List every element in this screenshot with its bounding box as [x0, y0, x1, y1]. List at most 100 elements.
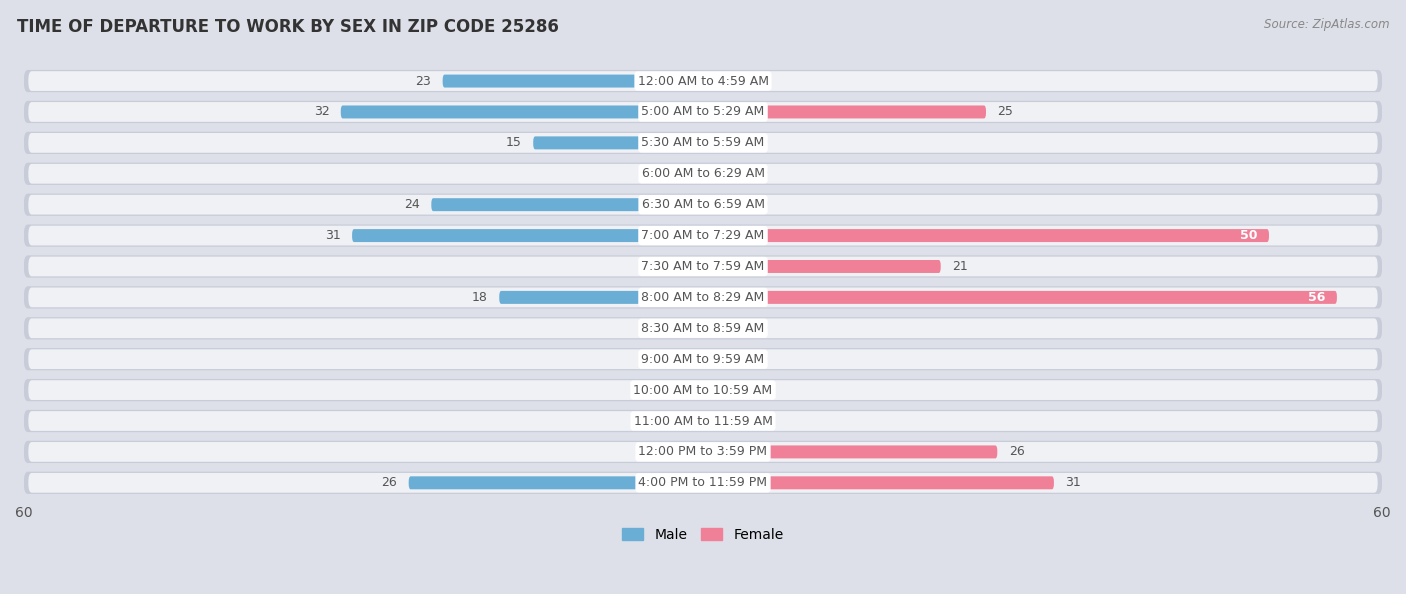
Text: 11:00 AM to 11:59 AM: 11:00 AM to 11:59 AM: [634, 415, 772, 428]
Text: 18: 18: [472, 291, 488, 304]
Text: 0: 0: [638, 168, 647, 180]
FancyBboxPatch shape: [352, 229, 703, 242]
FancyBboxPatch shape: [28, 71, 1378, 91]
FancyBboxPatch shape: [24, 379, 1382, 401]
Text: 0: 0: [759, 384, 768, 397]
Text: 25: 25: [997, 106, 1014, 118]
FancyBboxPatch shape: [703, 106, 986, 118]
FancyBboxPatch shape: [24, 194, 1382, 216]
Text: 6:30 AM to 6:59 AM: 6:30 AM to 6:59 AM: [641, 198, 765, 211]
FancyBboxPatch shape: [28, 195, 1378, 214]
Text: 4:00 PM to 11:59 PM: 4:00 PM to 11:59 PM: [638, 476, 768, 489]
FancyBboxPatch shape: [658, 353, 703, 366]
FancyBboxPatch shape: [24, 286, 1382, 308]
Text: 0: 0: [759, 353, 768, 366]
Text: 0: 0: [638, 384, 647, 397]
FancyBboxPatch shape: [432, 198, 703, 211]
FancyBboxPatch shape: [28, 380, 1378, 400]
Text: 7:30 AM to 7:59 AM: 7:30 AM to 7:59 AM: [641, 260, 765, 273]
FancyBboxPatch shape: [703, 198, 748, 211]
FancyBboxPatch shape: [658, 384, 703, 397]
FancyBboxPatch shape: [703, 291, 1337, 304]
Text: 31: 31: [325, 229, 340, 242]
FancyBboxPatch shape: [24, 163, 1382, 185]
FancyBboxPatch shape: [658, 260, 703, 273]
Text: Source: ZipAtlas.com: Source: ZipAtlas.com: [1264, 18, 1389, 31]
FancyBboxPatch shape: [340, 106, 703, 118]
FancyBboxPatch shape: [443, 75, 703, 87]
Text: 50: 50: [1240, 229, 1258, 242]
FancyBboxPatch shape: [28, 133, 1378, 153]
FancyBboxPatch shape: [703, 75, 748, 87]
Text: 26: 26: [1008, 446, 1025, 459]
FancyBboxPatch shape: [24, 132, 1382, 154]
Text: 10:00 AM to 10:59 AM: 10:00 AM to 10:59 AM: [634, 384, 772, 397]
FancyBboxPatch shape: [658, 322, 703, 335]
FancyBboxPatch shape: [703, 476, 1054, 489]
Text: 23: 23: [416, 75, 432, 87]
Text: 0: 0: [759, 75, 768, 87]
FancyBboxPatch shape: [24, 472, 1382, 494]
FancyBboxPatch shape: [703, 137, 748, 149]
Text: 5:00 AM to 5:29 AM: 5:00 AM to 5:29 AM: [641, 106, 765, 118]
FancyBboxPatch shape: [658, 415, 703, 428]
FancyBboxPatch shape: [24, 70, 1382, 92]
Text: 9:00 AM to 9:59 AM: 9:00 AM to 9:59 AM: [641, 353, 765, 366]
FancyBboxPatch shape: [703, 353, 748, 366]
FancyBboxPatch shape: [658, 446, 703, 459]
FancyBboxPatch shape: [28, 318, 1378, 338]
FancyBboxPatch shape: [24, 255, 1382, 277]
FancyBboxPatch shape: [24, 410, 1382, 432]
Text: 5:30 AM to 5:59 AM: 5:30 AM to 5:59 AM: [641, 137, 765, 149]
FancyBboxPatch shape: [24, 101, 1382, 123]
Text: 8:30 AM to 8:59 AM: 8:30 AM to 8:59 AM: [641, 322, 765, 335]
FancyBboxPatch shape: [24, 317, 1382, 339]
Text: 32: 32: [314, 106, 329, 118]
FancyBboxPatch shape: [28, 411, 1378, 431]
FancyBboxPatch shape: [703, 168, 748, 180]
Text: 0: 0: [638, 353, 647, 366]
Text: 15: 15: [506, 137, 522, 149]
Text: 0: 0: [759, 137, 768, 149]
Text: 0: 0: [638, 446, 647, 459]
FancyBboxPatch shape: [409, 476, 703, 489]
FancyBboxPatch shape: [28, 287, 1378, 307]
Text: 0: 0: [759, 198, 768, 211]
FancyBboxPatch shape: [24, 441, 1382, 463]
Text: 8:00 AM to 8:29 AM: 8:00 AM to 8:29 AM: [641, 291, 765, 304]
Text: 24: 24: [405, 198, 420, 211]
Text: 0: 0: [638, 415, 647, 428]
FancyBboxPatch shape: [28, 257, 1378, 276]
Text: 56: 56: [1308, 291, 1326, 304]
FancyBboxPatch shape: [28, 442, 1378, 462]
FancyBboxPatch shape: [703, 384, 748, 397]
FancyBboxPatch shape: [703, 446, 997, 459]
FancyBboxPatch shape: [28, 473, 1378, 492]
FancyBboxPatch shape: [28, 349, 1378, 369]
FancyBboxPatch shape: [28, 164, 1378, 184]
Text: 26: 26: [381, 476, 398, 489]
Legend: Male, Female: Male, Female: [617, 522, 789, 547]
Text: 0: 0: [759, 415, 768, 428]
Text: 21: 21: [952, 260, 967, 273]
Text: 31: 31: [1066, 476, 1081, 489]
FancyBboxPatch shape: [703, 415, 748, 428]
FancyBboxPatch shape: [703, 322, 748, 335]
FancyBboxPatch shape: [499, 291, 703, 304]
Text: 0: 0: [759, 322, 768, 335]
FancyBboxPatch shape: [24, 348, 1382, 370]
FancyBboxPatch shape: [533, 137, 703, 149]
FancyBboxPatch shape: [24, 225, 1382, 247]
FancyBboxPatch shape: [28, 102, 1378, 122]
Text: 0: 0: [638, 260, 647, 273]
FancyBboxPatch shape: [703, 229, 1270, 242]
Text: 0: 0: [759, 168, 768, 180]
FancyBboxPatch shape: [658, 168, 703, 180]
Text: 12:00 PM to 3:59 PM: 12:00 PM to 3:59 PM: [638, 446, 768, 459]
FancyBboxPatch shape: [703, 260, 941, 273]
Text: 0: 0: [638, 322, 647, 335]
Text: 6:00 AM to 6:29 AM: 6:00 AM to 6:29 AM: [641, 168, 765, 180]
Text: TIME OF DEPARTURE TO WORK BY SEX IN ZIP CODE 25286: TIME OF DEPARTURE TO WORK BY SEX IN ZIP …: [17, 18, 558, 36]
FancyBboxPatch shape: [28, 226, 1378, 245]
Text: 7:00 AM to 7:29 AM: 7:00 AM to 7:29 AM: [641, 229, 765, 242]
